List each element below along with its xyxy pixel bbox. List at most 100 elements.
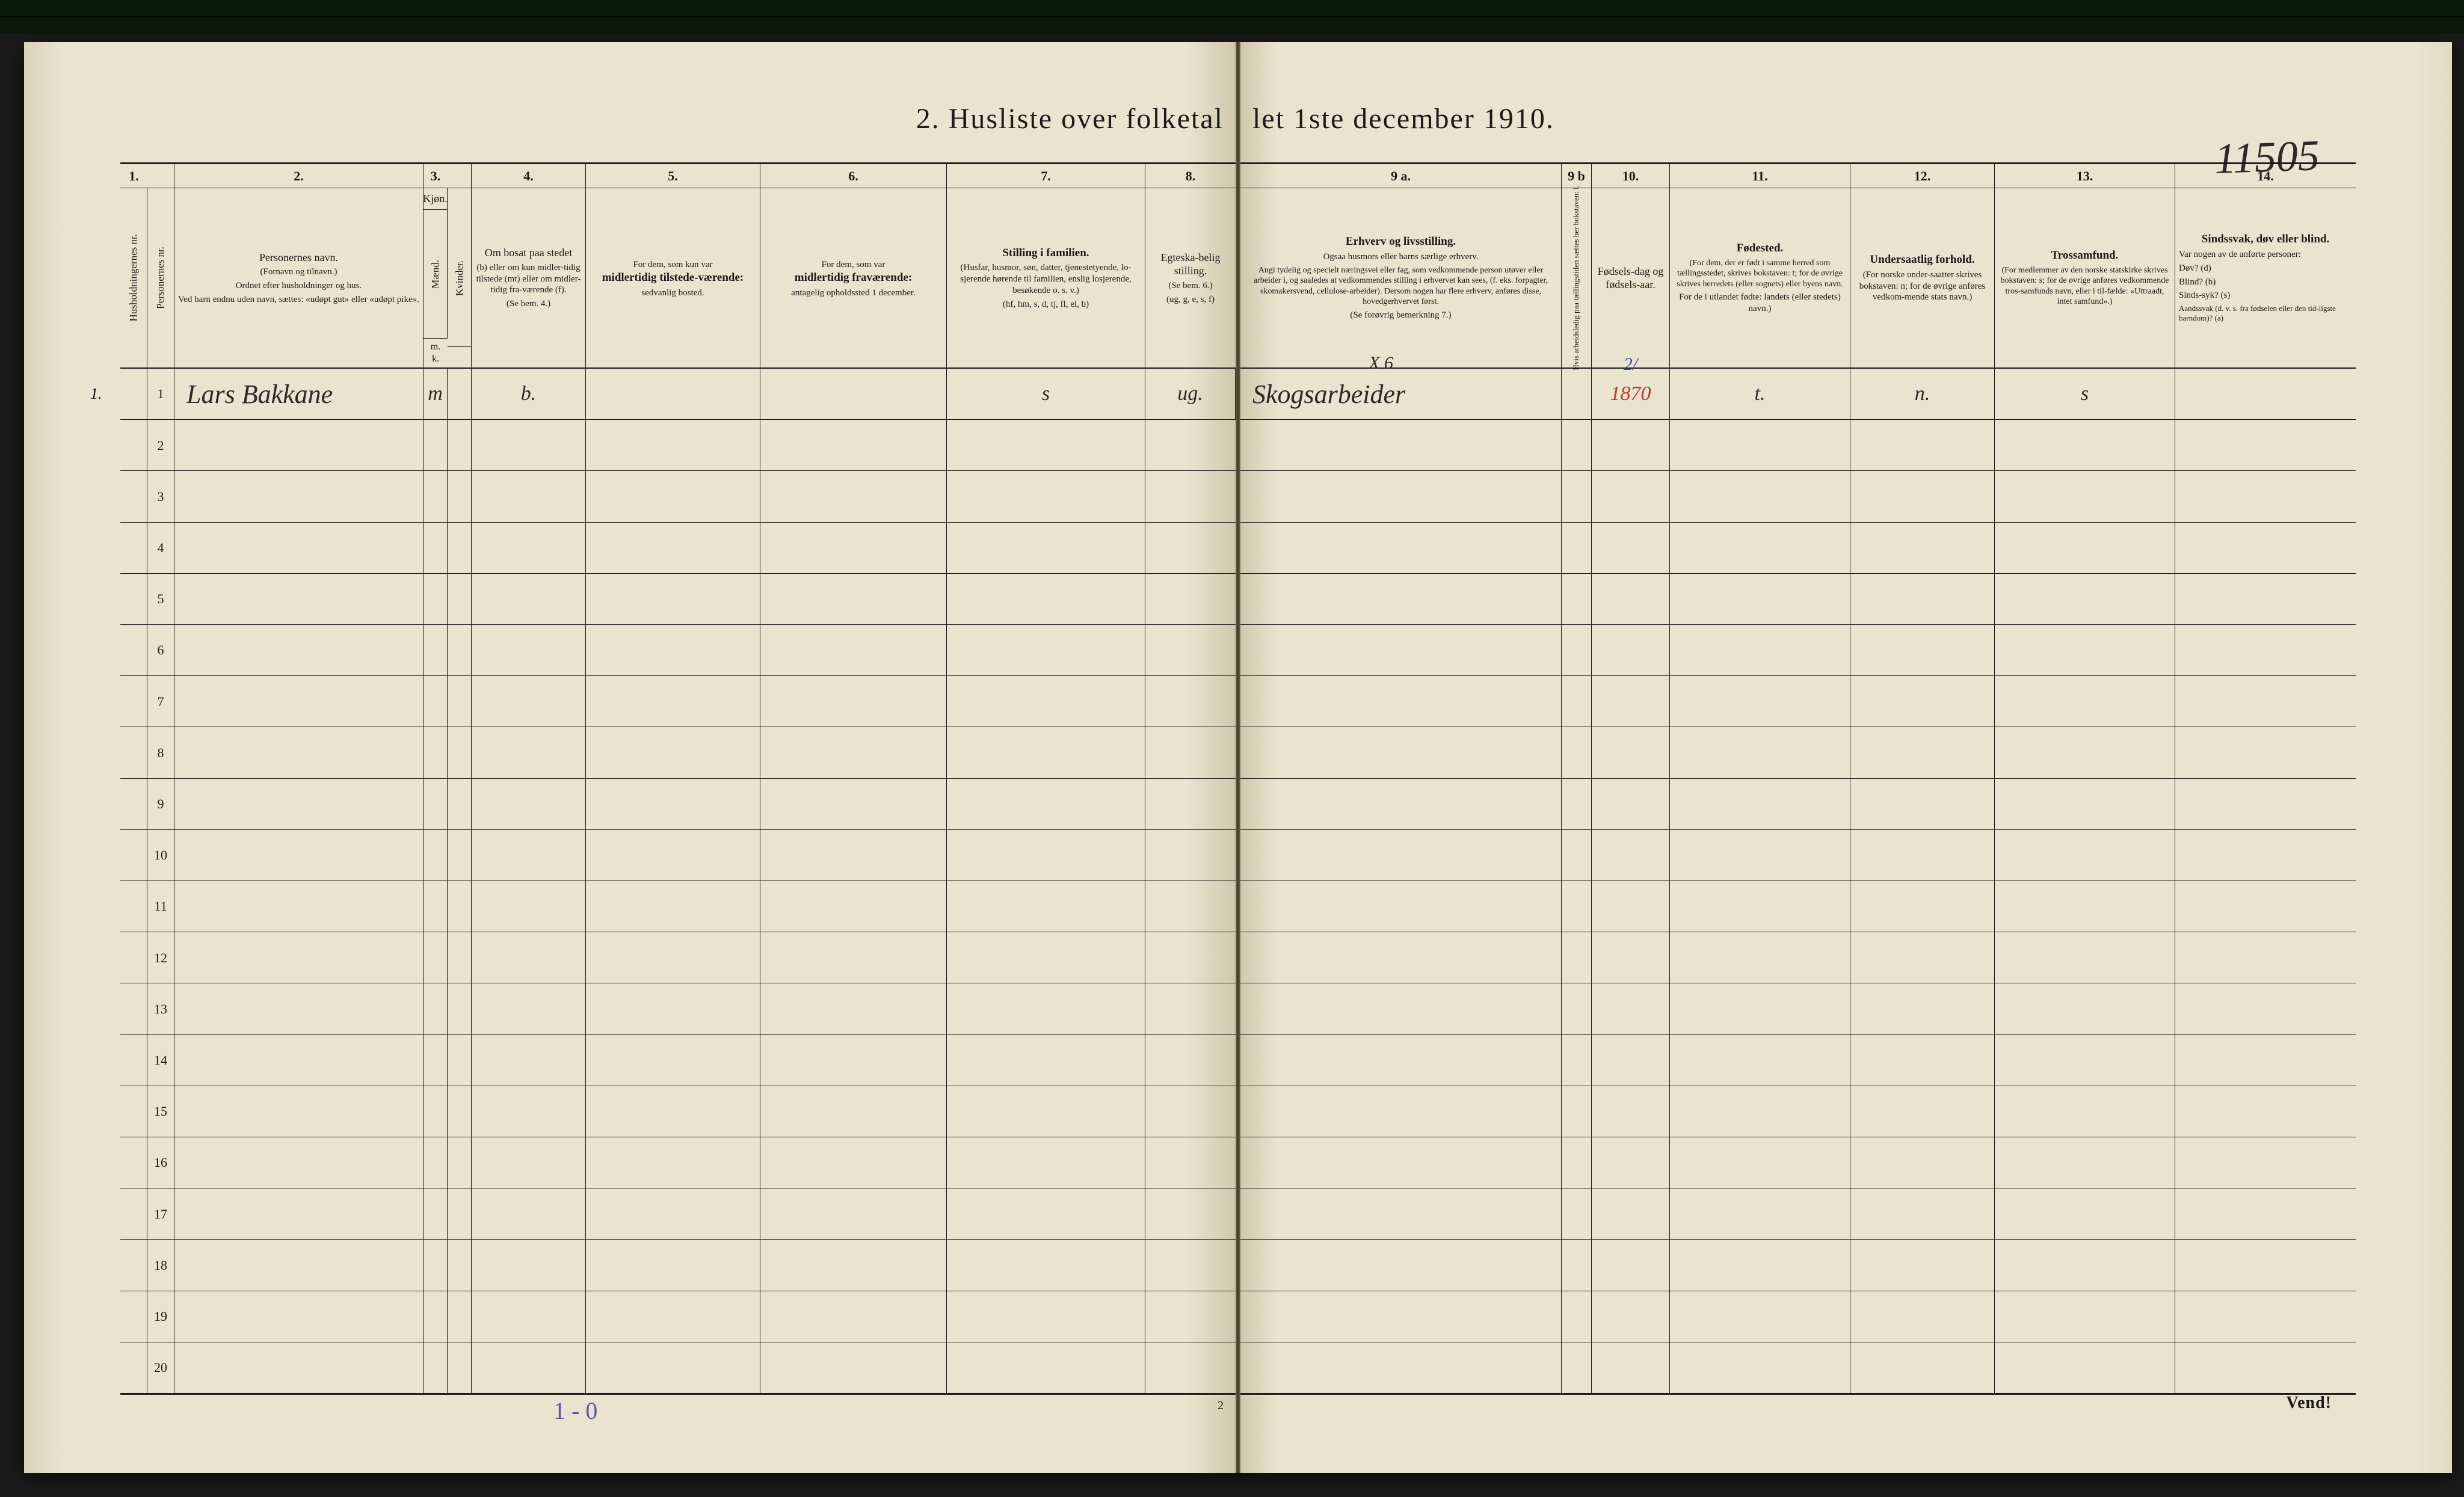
cell-undersaat — [1850, 676, 1995, 727]
cell-bosat — [472, 881, 586, 932]
cell-fodsel — [1592, 1137, 1670, 1188]
cell-tros — [1995, 471, 2175, 521]
cell-tros — [1995, 574, 2175, 624]
table-row: 4 — [120, 523, 1236, 574]
cell-undersaat — [1850, 1188, 1995, 1239]
cell-bosat — [472, 1240, 586, 1290]
cell-stilling: s — [947, 369, 1145, 419]
table-row: 6 — [120, 625, 1236, 676]
cell-sinds — [2175, 420, 2356, 470]
cell-name: Lars Bakkane — [174, 369, 424, 419]
cell-pn: 10 — [147, 830, 174, 881]
cell-stilling — [947, 471, 1145, 521]
cell-stilling — [947, 676, 1145, 727]
cell-arbledig — [1562, 983, 1592, 1034]
cell-bosat — [472, 523, 586, 573]
cell-mt — [586, 779, 760, 829]
table-row — [1240, 983, 2356, 1034]
cell-fodested — [1670, 1086, 1850, 1137]
cell-pn: 5 — [147, 574, 174, 624]
cell-erhverv — [1240, 983, 1562, 1034]
table-row: 7 — [120, 676, 1236, 727]
cell-mt — [586, 523, 760, 573]
cell-tros — [1995, 932, 2175, 983]
table-row — [1240, 1188, 2356, 1240]
cell-name — [174, 1291, 424, 1342]
cell-sinds — [2175, 574, 2356, 624]
header-fodested: Fødested. (For dem, der er født i samme … — [1670, 188, 1850, 367]
cell-tros — [1995, 727, 2175, 778]
cell-stilling — [947, 1137, 1145, 1188]
cell-name — [174, 932, 424, 983]
cell-arbledig — [1562, 471, 1592, 521]
cell-mf — [760, 676, 947, 727]
cell-fodested — [1670, 1137, 1850, 1188]
cell-stilling — [947, 727, 1145, 778]
cell-sex-k — [448, 523, 472, 573]
colnum-11: 11. — [1670, 164, 1850, 188]
cell-tros — [1995, 676, 2175, 727]
cell-erhverv — [1240, 523, 1562, 573]
cell-egteskab — [1145, 1342, 1236, 1393]
cell-hh — [120, 1291, 147, 1342]
cell-sex-m — [424, 881, 448, 932]
header-sex-m: Mænd. — [424, 210, 448, 339]
cell-mf — [760, 625, 947, 675]
cell-fodested: t. — [1670, 369, 1850, 419]
cell-undersaat — [1850, 523, 1995, 573]
table-row — [1240, 1137, 2356, 1188]
cell-sex-k — [448, 779, 472, 829]
cell-egteskab — [1145, 523, 1236, 573]
cell-pn: 20 — [147, 1342, 174, 1393]
cell-stilling — [947, 881, 1145, 932]
cell-tros — [1995, 1035, 2175, 1086]
cell-undersaat — [1850, 625, 1995, 675]
cell-erhverv — [1240, 881, 1562, 932]
cell-name — [174, 1086, 424, 1137]
colnum-7: 7. — [947, 164, 1145, 188]
table-row: 11 — [120, 881, 1236, 932]
cell-sex-m — [424, 1240, 448, 1290]
cell-arbledig — [1562, 523, 1592, 573]
cell-tros — [1995, 523, 2175, 573]
bottom-handwriting-left: 1 - 0 — [553, 1397, 597, 1425]
cell-tros — [1995, 881, 2175, 932]
cell-fodsel — [1592, 1240, 1670, 1290]
right-page: let 1ste december 1910. 11505 9 a. 9 b 1… — [1240, 42, 2452, 1473]
cell-egteskab — [1145, 420, 1236, 470]
cell-sinds — [2175, 1342, 2356, 1393]
cell-fodested — [1670, 676, 1850, 727]
cell-fodsel — [1592, 471, 1670, 521]
cell-tros: s — [1995, 369, 2175, 419]
title-row-right: let 1ste december 1910. 11505 — [1240, 96, 2452, 144]
cell-tros — [1995, 420, 2175, 470]
table-row — [1240, 523, 2356, 574]
cell-fodested — [1670, 983, 1850, 1034]
cell-egteskab — [1145, 1137, 1236, 1188]
cell-sex-k — [448, 369, 472, 419]
table-row: 1 Lars Bakkane m b. s ug. 1. — [120, 369, 1236, 420]
cell-bosat — [472, 471, 586, 521]
cell-bosat — [472, 676, 586, 727]
table-row: 14 — [120, 1035, 1236, 1086]
cell-hh — [120, 1035, 147, 1086]
table-row — [1240, 471, 2356, 522]
table-row: X 6 Skogsarbeider 2/ 1870 t. n. s — [1240, 369, 2356, 420]
colnum-4: 4. — [472, 164, 586, 188]
cell-sex-m — [424, 1188, 448, 1239]
cell-sex-k — [448, 676, 472, 727]
cell-mt — [586, 1342, 760, 1393]
header-midl-frav: For dem, som var midlertidig fraværende:… — [760, 188, 947, 367]
cell-hh — [120, 420, 147, 470]
cell-tros — [1995, 625, 2175, 675]
header-trossamfund: Trossamfund. (For medlemmer av den norsk… — [1995, 188, 2175, 367]
colnum-6: 6. — [760, 164, 947, 188]
cell-bosat: b. — [472, 369, 586, 419]
cell-fodsel — [1592, 779, 1670, 829]
cell-erhverv — [1240, 830, 1562, 881]
cell-egteskab — [1145, 471, 1236, 521]
cell-hh — [120, 881, 147, 932]
cell-sex-m: m — [424, 369, 448, 419]
colnum-3: 3. — [424, 164, 448, 188]
cell-bosat — [472, 1137, 586, 1188]
